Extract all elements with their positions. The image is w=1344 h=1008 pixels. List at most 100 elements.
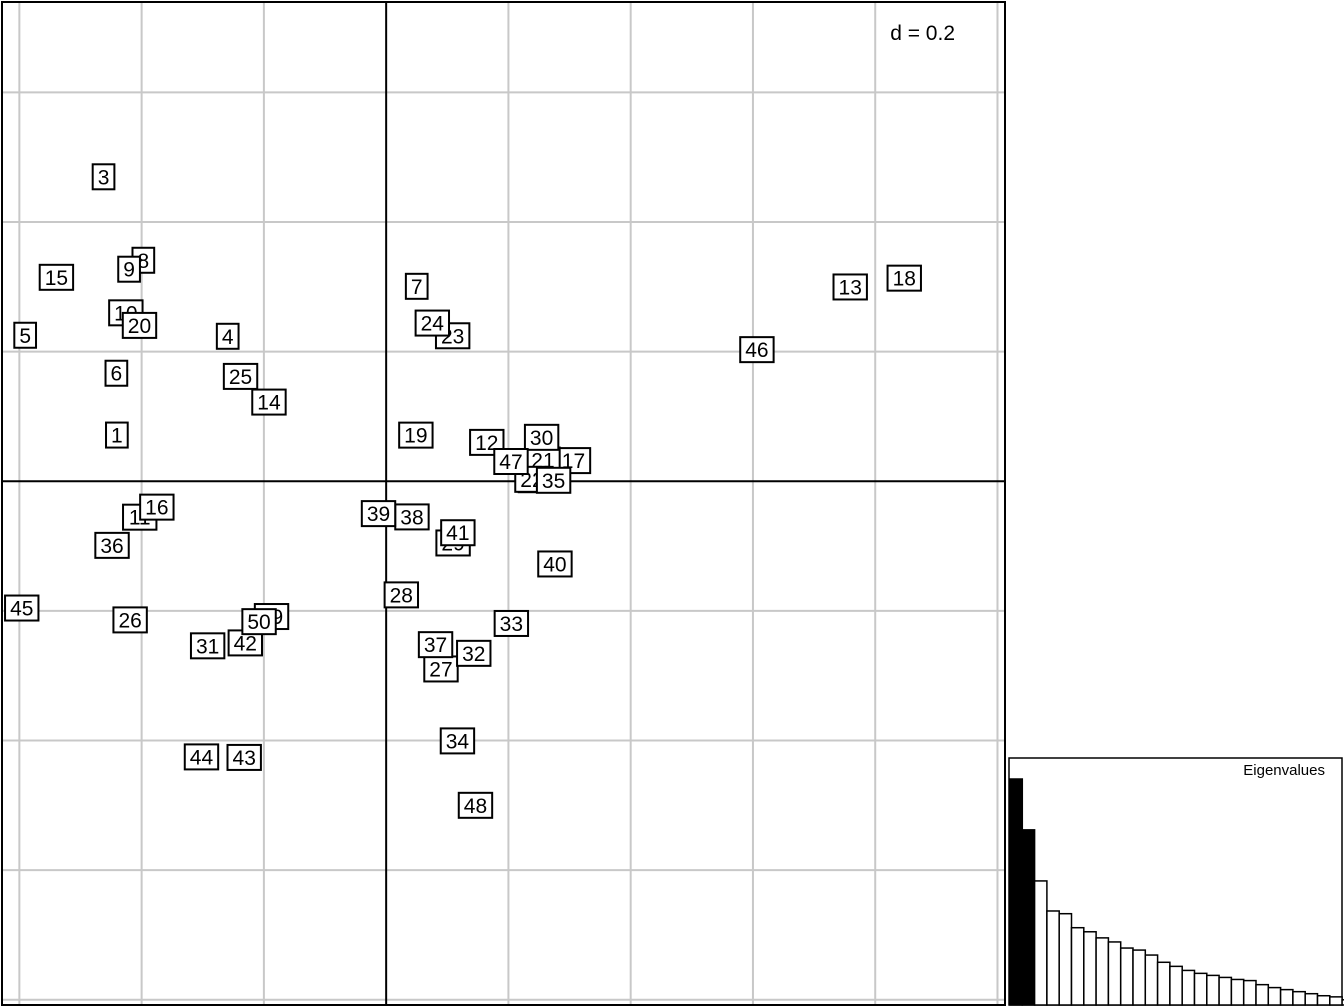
point-label-text: 15 xyxy=(45,267,68,290)
point-label-box xyxy=(183,743,220,771)
point-label-text: 43 xyxy=(233,747,256,770)
point-label: 13 xyxy=(832,273,868,301)
point-label-text: 6 xyxy=(111,363,123,386)
point-label-text: 8 xyxy=(137,250,149,273)
eigenvalue-bar xyxy=(1230,978,1245,1006)
point-label-text: 34 xyxy=(446,730,470,753)
point-label-box xyxy=(457,791,494,819)
point-label: 1 xyxy=(105,421,129,449)
point-label-text: 48 xyxy=(464,795,487,818)
point-label-text: 40 xyxy=(543,553,566,576)
point-label-box xyxy=(94,531,130,559)
point-label-box xyxy=(215,322,240,350)
eigenvalue-bar xyxy=(1095,937,1110,1006)
point-label-text: 14 xyxy=(257,392,281,415)
point-label-box xyxy=(251,388,287,416)
point-label-box xyxy=(13,321,38,349)
point-label-text: 42 xyxy=(234,632,257,655)
point-label: 46 xyxy=(739,336,775,364)
point-label-text: 35 xyxy=(542,470,565,493)
eigenvalue-bar xyxy=(1144,954,1159,1006)
point-label-box xyxy=(523,423,560,451)
point-label-box xyxy=(832,273,868,301)
point-label: 9 xyxy=(117,255,141,283)
point-label-box xyxy=(112,606,148,634)
eigenvalue-bar xyxy=(1316,994,1331,1006)
point-label-box xyxy=(439,727,476,755)
point-label-box xyxy=(91,163,116,191)
eigenvalue-bar xyxy=(1267,986,1282,1006)
point-label-box xyxy=(4,594,40,622)
point-label-box xyxy=(189,632,226,660)
point-label: 7 xyxy=(404,272,429,300)
point-label: 27 xyxy=(423,655,459,683)
point-label-box xyxy=(493,448,529,476)
eigenvalues-inset: Eigenvalues xyxy=(1008,757,1344,1006)
point-label-box xyxy=(414,309,451,337)
point-label-box xyxy=(139,493,175,521)
eigenvalue-bar xyxy=(1169,965,1183,1006)
eigenvalue-bar xyxy=(1033,880,1048,1006)
point-label-text: 26 xyxy=(118,609,141,632)
point-label-box xyxy=(440,519,476,547)
point-label: 19 xyxy=(398,421,434,449)
point-label: 41 xyxy=(440,519,476,547)
eigenvalue-bar xyxy=(1083,931,1097,1006)
eigenvalue-bar xyxy=(1304,992,1319,1006)
point-label-text: 25 xyxy=(229,366,252,389)
grid-lines xyxy=(2,2,1005,1005)
point-label: 50 xyxy=(241,608,277,636)
point-label-box xyxy=(105,421,129,449)
point-label-text: 3 xyxy=(98,166,110,189)
point-label-text: 47 xyxy=(499,451,522,474)
point-label-box xyxy=(226,743,262,771)
point-label: 6 xyxy=(104,359,129,387)
point-label: 14 xyxy=(251,388,287,416)
point-label-text: 20 xyxy=(128,315,151,338)
point-label-text: 44 xyxy=(190,746,214,769)
point-label-text: 4 xyxy=(222,326,234,349)
point-label-text: 12 xyxy=(475,432,498,455)
point-label-text: 50 xyxy=(247,611,270,634)
point-label-box xyxy=(383,581,420,609)
point-label-box xyxy=(456,639,492,667)
point-label: 31 xyxy=(189,632,226,660)
point-label-text: 24 xyxy=(421,313,445,336)
point-label: 26 xyxy=(112,606,148,634)
eigenvalue-bar xyxy=(1255,983,1270,1006)
point-label: 43 xyxy=(226,743,262,771)
point-label-text: 28 xyxy=(390,584,413,607)
eigenvalue-bar xyxy=(1279,988,1294,1006)
point-label-text: 38 xyxy=(400,506,423,529)
point-label: 45 xyxy=(4,594,40,622)
point-label: 44 xyxy=(183,743,220,771)
point-label-box xyxy=(537,550,573,578)
point-label: 20 xyxy=(121,311,158,339)
eigenvalue-bar xyxy=(1329,996,1343,1006)
point-label-text: 41 xyxy=(446,522,469,545)
eigenvalues-frame xyxy=(1008,757,1343,1006)
point-label-box xyxy=(404,272,429,300)
eigenvalue-bars xyxy=(1009,778,1344,1006)
point-label-text: 18 xyxy=(893,268,916,291)
point-labels: 1234567891011121314151617181920212223242… xyxy=(4,163,922,819)
eigenvalue-bar xyxy=(1058,912,1073,1006)
point-label-box xyxy=(117,255,141,283)
point-label: 33 xyxy=(493,609,530,637)
point-label: 35 xyxy=(535,466,572,494)
point-label: 32 xyxy=(456,639,492,667)
point-label-text: 5 xyxy=(19,325,31,348)
point-label-box xyxy=(222,362,259,390)
point-label: 47 xyxy=(493,448,529,476)
point-label: 4 xyxy=(215,322,240,350)
point-label: 18 xyxy=(886,264,922,292)
eigenvalue-bar xyxy=(1193,972,1208,1006)
point-label-text: 27 xyxy=(429,658,452,681)
eigenvalue-bar xyxy=(1021,829,1036,1006)
point-label-box xyxy=(360,500,397,528)
eigenvalue-bar xyxy=(1009,778,1024,1006)
point-label: 30 xyxy=(523,423,560,451)
eigenvalues-title: Eigenvalues xyxy=(1243,762,1325,779)
point-label: 38 xyxy=(394,503,430,531)
grid-scale-label: d = 0.2 xyxy=(890,22,955,45)
